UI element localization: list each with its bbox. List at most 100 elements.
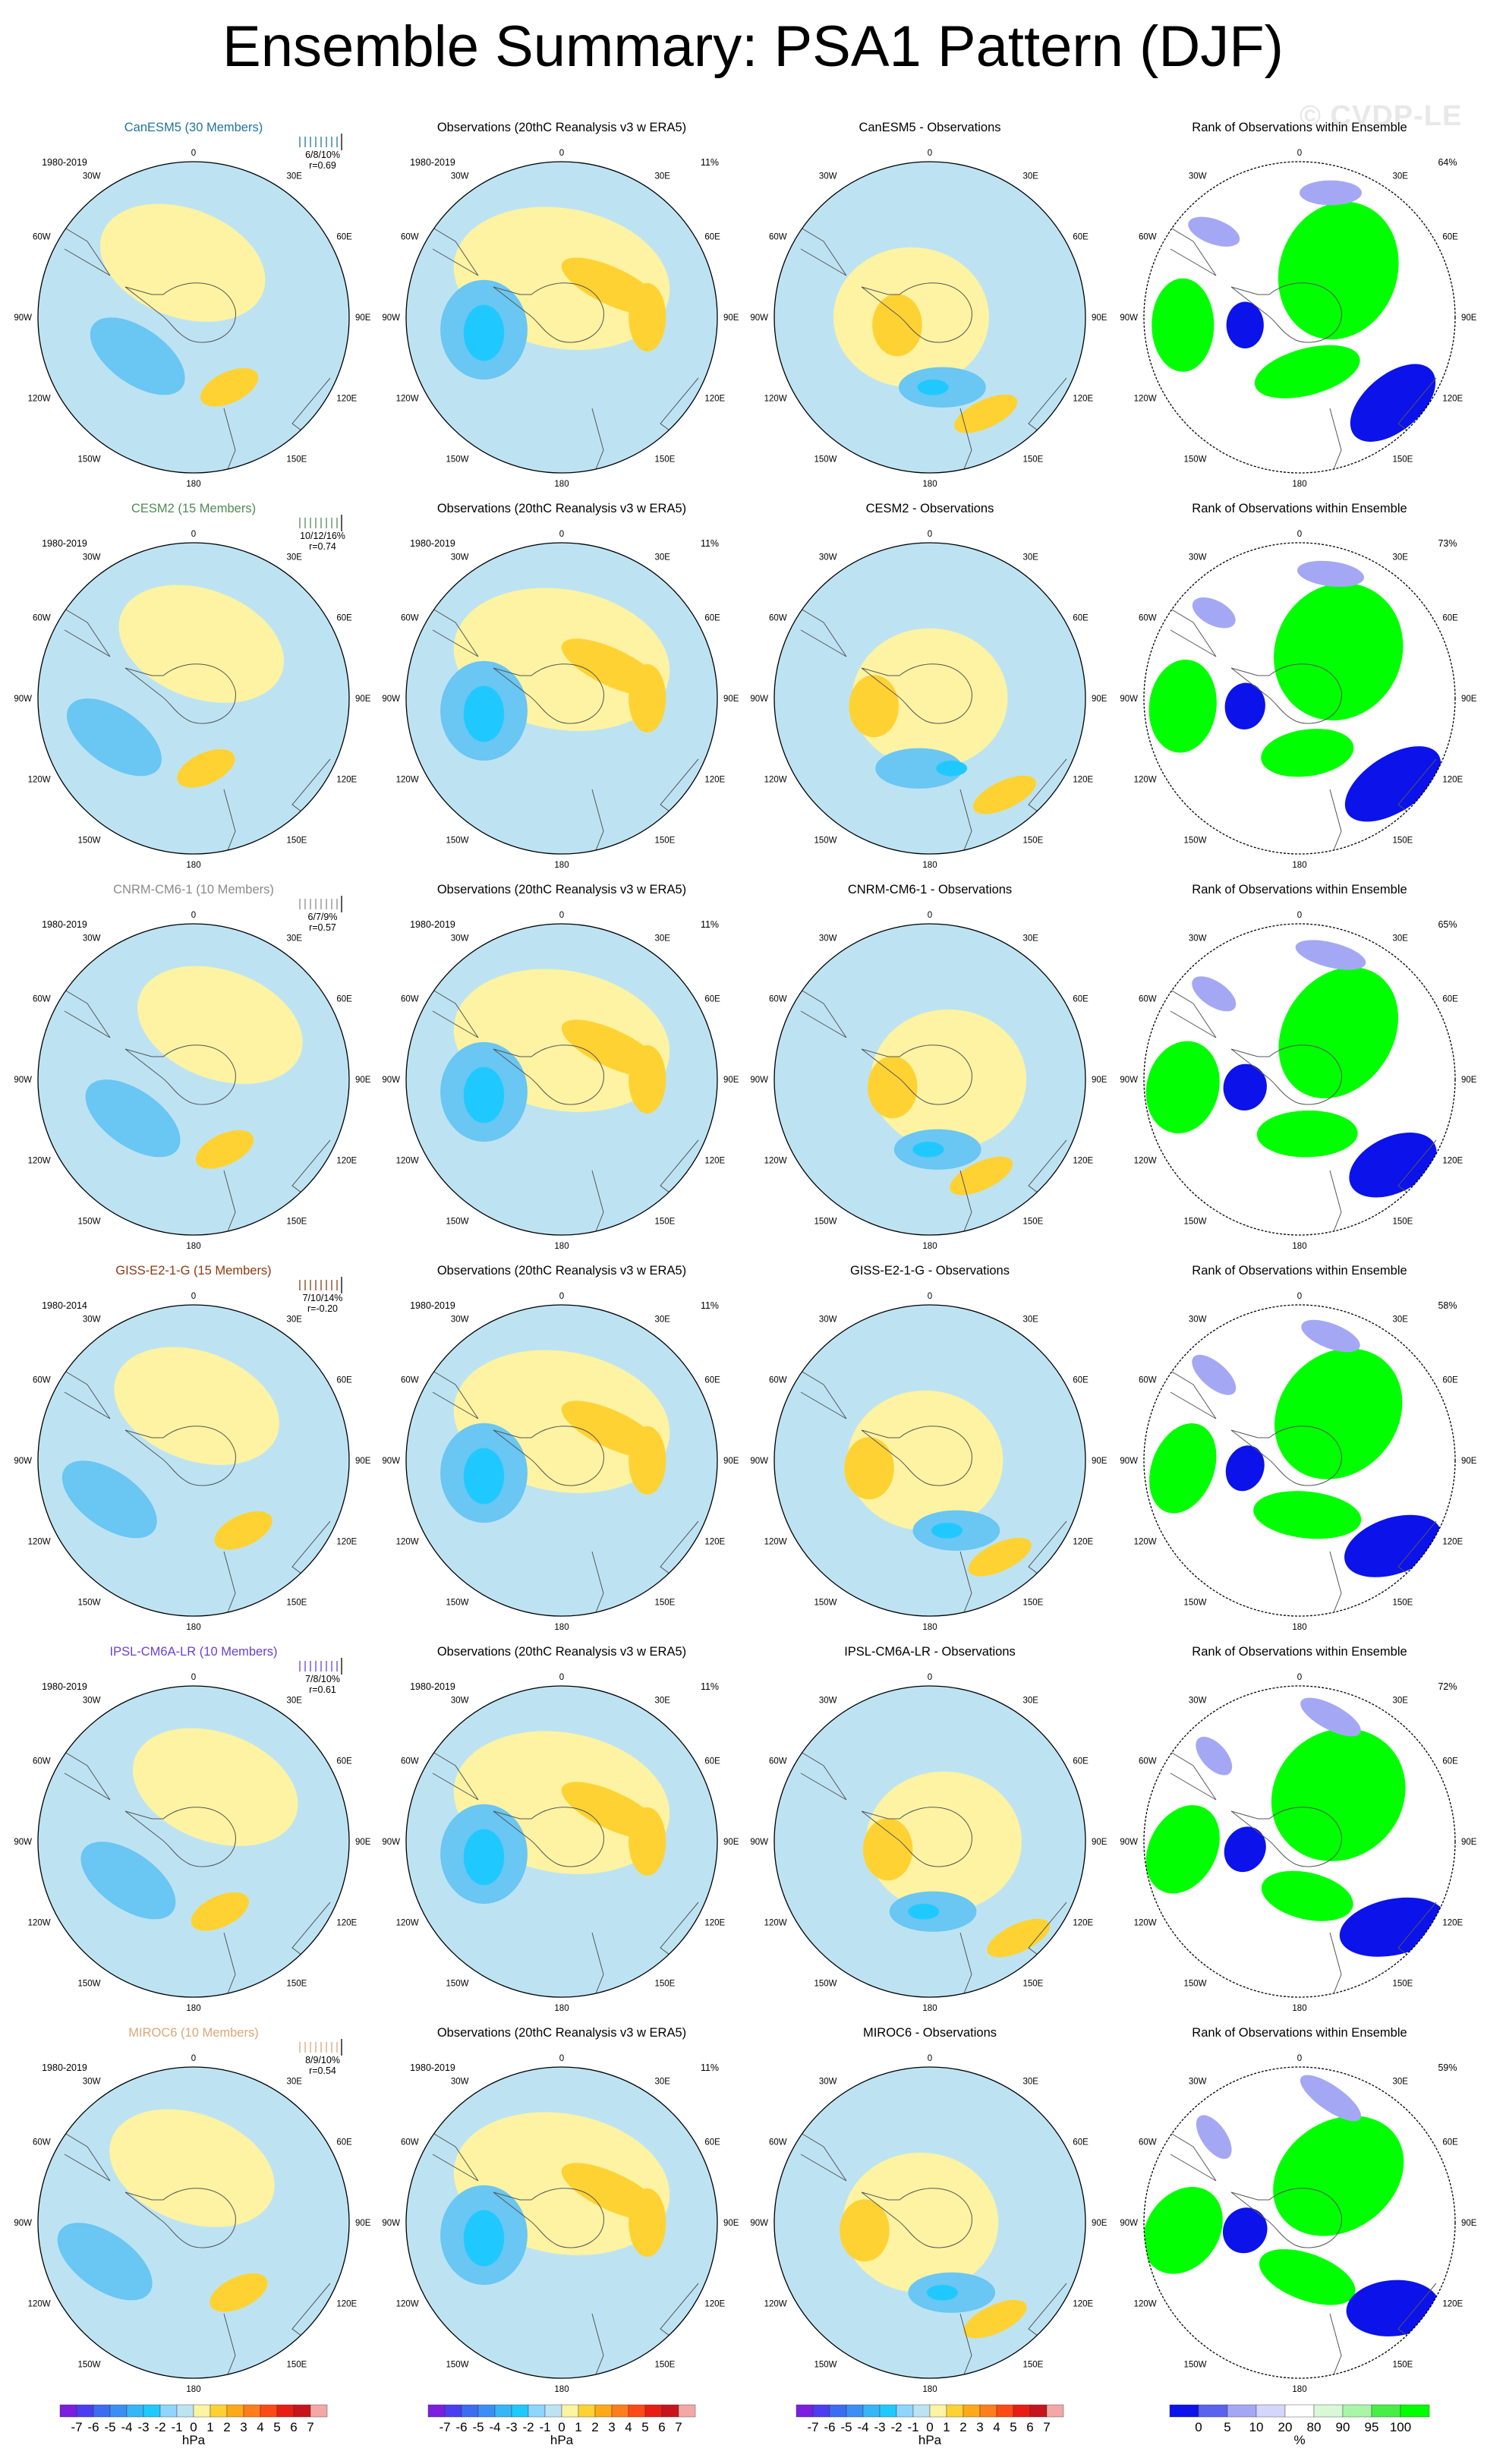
colorbar-tick-label: -2 — [154, 2420, 165, 2434]
difference-title: CNRM-CM6-1 - Observations — [848, 883, 1012, 896]
map-border — [37, 923, 350, 1236]
colorbar-tick-label: 3 — [240, 2420, 247, 2434]
model-correlation: r=0.57 — [309, 922, 336, 933]
longitude-label: 0 — [928, 1673, 932, 1682]
antarctica-coastline — [1230, 1426, 1342, 1486]
longitude-label: 90E — [1092, 1457, 1107, 1466]
colorbar-tick-label: 2 — [591, 2420, 598, 2434]
colorbar-swatch — [159, 2404, 178, 2418]
longitude-label: 60W — [33, 995, 51, 1004]
anomaly-region — [875, 748, 963, 789]
model-title: MIROC6 (10 Members) — [128, 2026, 258, 2040]
model-years: 1980-2019 — [42, 157, 87, 168]
longitude-label: 90E — [1461, 695, 1477, 704]
longitude-label: 30E — [287, 934, 303, 944]
new-zealand-coastline — [591, 2313, 604, 2375]
longitude-label: 150E — [287, 1598, 307, 1607]
longitude-label: 150W — [77, 1217, 100, 1226]
longitude-label: 30E — [1023, 1315, 1039, 1325]
colorbar-tick-label: 1 — [943, 2420, 950, 2434]
map-border — [1143, 542, 1456, 855]
colorbar-unit: hPa — [918, 2433, 942, 2447]
antarctica-coastline — [861, 663, 972, 724]
model-years: 1980-2019 — [42, 538, 87, 549]
anomaly-region — [912, 1142, 944, 1158]
rank-region — [1144, 2186, 1223, 2274]
anomaly-region — [987, 1918, 1051, 1958]
colorbar-swatch — [1256, 2404, 1286, 2418]
anomaly-region — [109, 2109, 275, 2227]
rank-region — [1148, 659, 1217, 753]
colorbar-swatch — [1029, 2404, 1048, 2418]
polar-map-diff-5: 0 180 30W 30E 60W 60E 90W 90E 120W 120E 150W 150E — [750, 1673, 1107, 2013]
colorbar-swatch — [594, 2404, 613, 2418]
colorbar-tick-label: -3 — [506, 2420, 517, 2434]
model-years: 1980-2014 — [42, 1300, 87, 1311]
observations-years: 1980-2019 — [410, 2062, 455, 2073]
map-border — [1143, 2066, 1456, 2379]
observations-years: 1980-2019 — [410, 157, 455, 168]
longitude-label: 30E — [1393, 1697, 1409, 1706]
anomaly-region — [80, 1842, 176, 1920]
longitude-label: 0 — [928, 149, 932, 158]
rank-region — [1223, 1063, 1267, 1111]
anomaly-region — [968, 1537, 1032, 1577]
longitude-label: 90E — [723, 2219, 739, 2228]
colorbar-swatch — [528, 2404, 546, 2418]
longitude-label: 0 — [559, 911, 564, 920]
rank-region — [1346, 2280, 1440, 2336]
longitude-label: 60W — [33, 1757, 51, 1766]
anomaly-region — [177, 748, 235, 788]
colorbar-swatch — [210, 2404, 228, 2418]
longitude-label: 180 — [554, 2004, 569, 2013]
polar-map-rank-5: 0 180 30W 30E 60W 60E 90W 90E 120W 120E 150W 150E — [1120, 1673, 1476, 2013]
longitude-label: 150E — [655, 1979, 676, 1988]
longitude-label: 60W — [769, 1757, 787, 1766]
longitude-label: 150E — [1393, 1217, 1413, 1226]
longitude-label: 90W — [382, 695, 400, 704]
anomaly-region — [847, 1390, 1003, 1531]
rank-region — [1297, 560, 1364, 588]
colorbar-tick-label: 7 — [307, 2420, 313, 2434]
colorbar-tick-label: 1 — [575, 2420, 581, 2434]
longitude-label: 60E — [704, 1757, 720, 1766]
antarctica-coastline — [861, 2188, 972, 2248]
anomaly-region — [926, 2285, 958, 2301]
longitude-label: 30E — [1023, 172, 1039, 181]
longitude-label: 60W — [33, 233, 51, 242]
observations-title: Observations (20thC Reanalysis v3 w ERA5… — [437, 121, 686, 134]
longitude-label: 90W — [14, 314, 32, 323]
model-stats: 6/8/10% — [305, 150, 340, 160]
longitude-label: 120W — [28, 1157, 51, 1166]
longitude-label: 60E — [1073, 233, 1089, 242]
antarctica-coastline — [493, 282, 604, 343]
polar-map-obs-3: 0 180 30W 30E 60W 60E 90W 90E 120W 120E 150W 150E — [382, 911, 739, 1251]
anomaly-region — [629, 1426, 666, 1495]
longitude-label: 30E — [1023, 934, 1039, 944]
anomaly-region — [963, 2299, 1027, 2339]
rank-region — [1278, 201, 1399, 340]
longitude-label: 60E — [704, 2138, 720, 2147]
map-border — [37, 161, 350, 474]
rank-title: Rank of Observations within Ensemble — [1192, 883, 1407, 896]
south-america-coastline — [417, 2123, 479, 2182]
colorbar-tick-label: 95 — [1365, 2420, 1379, 2434]
longitude-label: 150W — [1183, 2360, 1206, 2369]
longitude-label: 60E — [704, 614, 720, 623]
rank-region — [1271, 1728, 1406, 1861]
longitude-label: 90W — [14, 2219, 32, 2228]
map-border — [773, 923, 1086, 1236]
longitude-label: 30W — [451, 553, 469, 562]
longitude-label: 180 — [554, 2385, 569, 2394]
longitude-label: 180 — [1292, 480, 1306, 489]
longitude-label: 0 — [191, 2054, 196, 2063]
colorbar-swatch — [929, 2404, 947, 2418]
longitude-label: 120E — [704, 776, 725, 785]
new-zealand-coastline — [1329, 1932, 1342, 1994]
antarctica-coastline — [124, 1045, 236, 1105]
colorbar-tick-label: 20 — [1278, 2420, 1293, 2434]
polar-map-model-2: 0 180 30W 30E 60W 60E 90W 90E 120W 120E 150W 150E — [14, 530, 370, 870]
rank-region — [1196, 1736, 1233, 1776]
longitude-label: 90W — [14, 695, 32, 704]
rank-region — [1224, 1826, 1266, 1873]
